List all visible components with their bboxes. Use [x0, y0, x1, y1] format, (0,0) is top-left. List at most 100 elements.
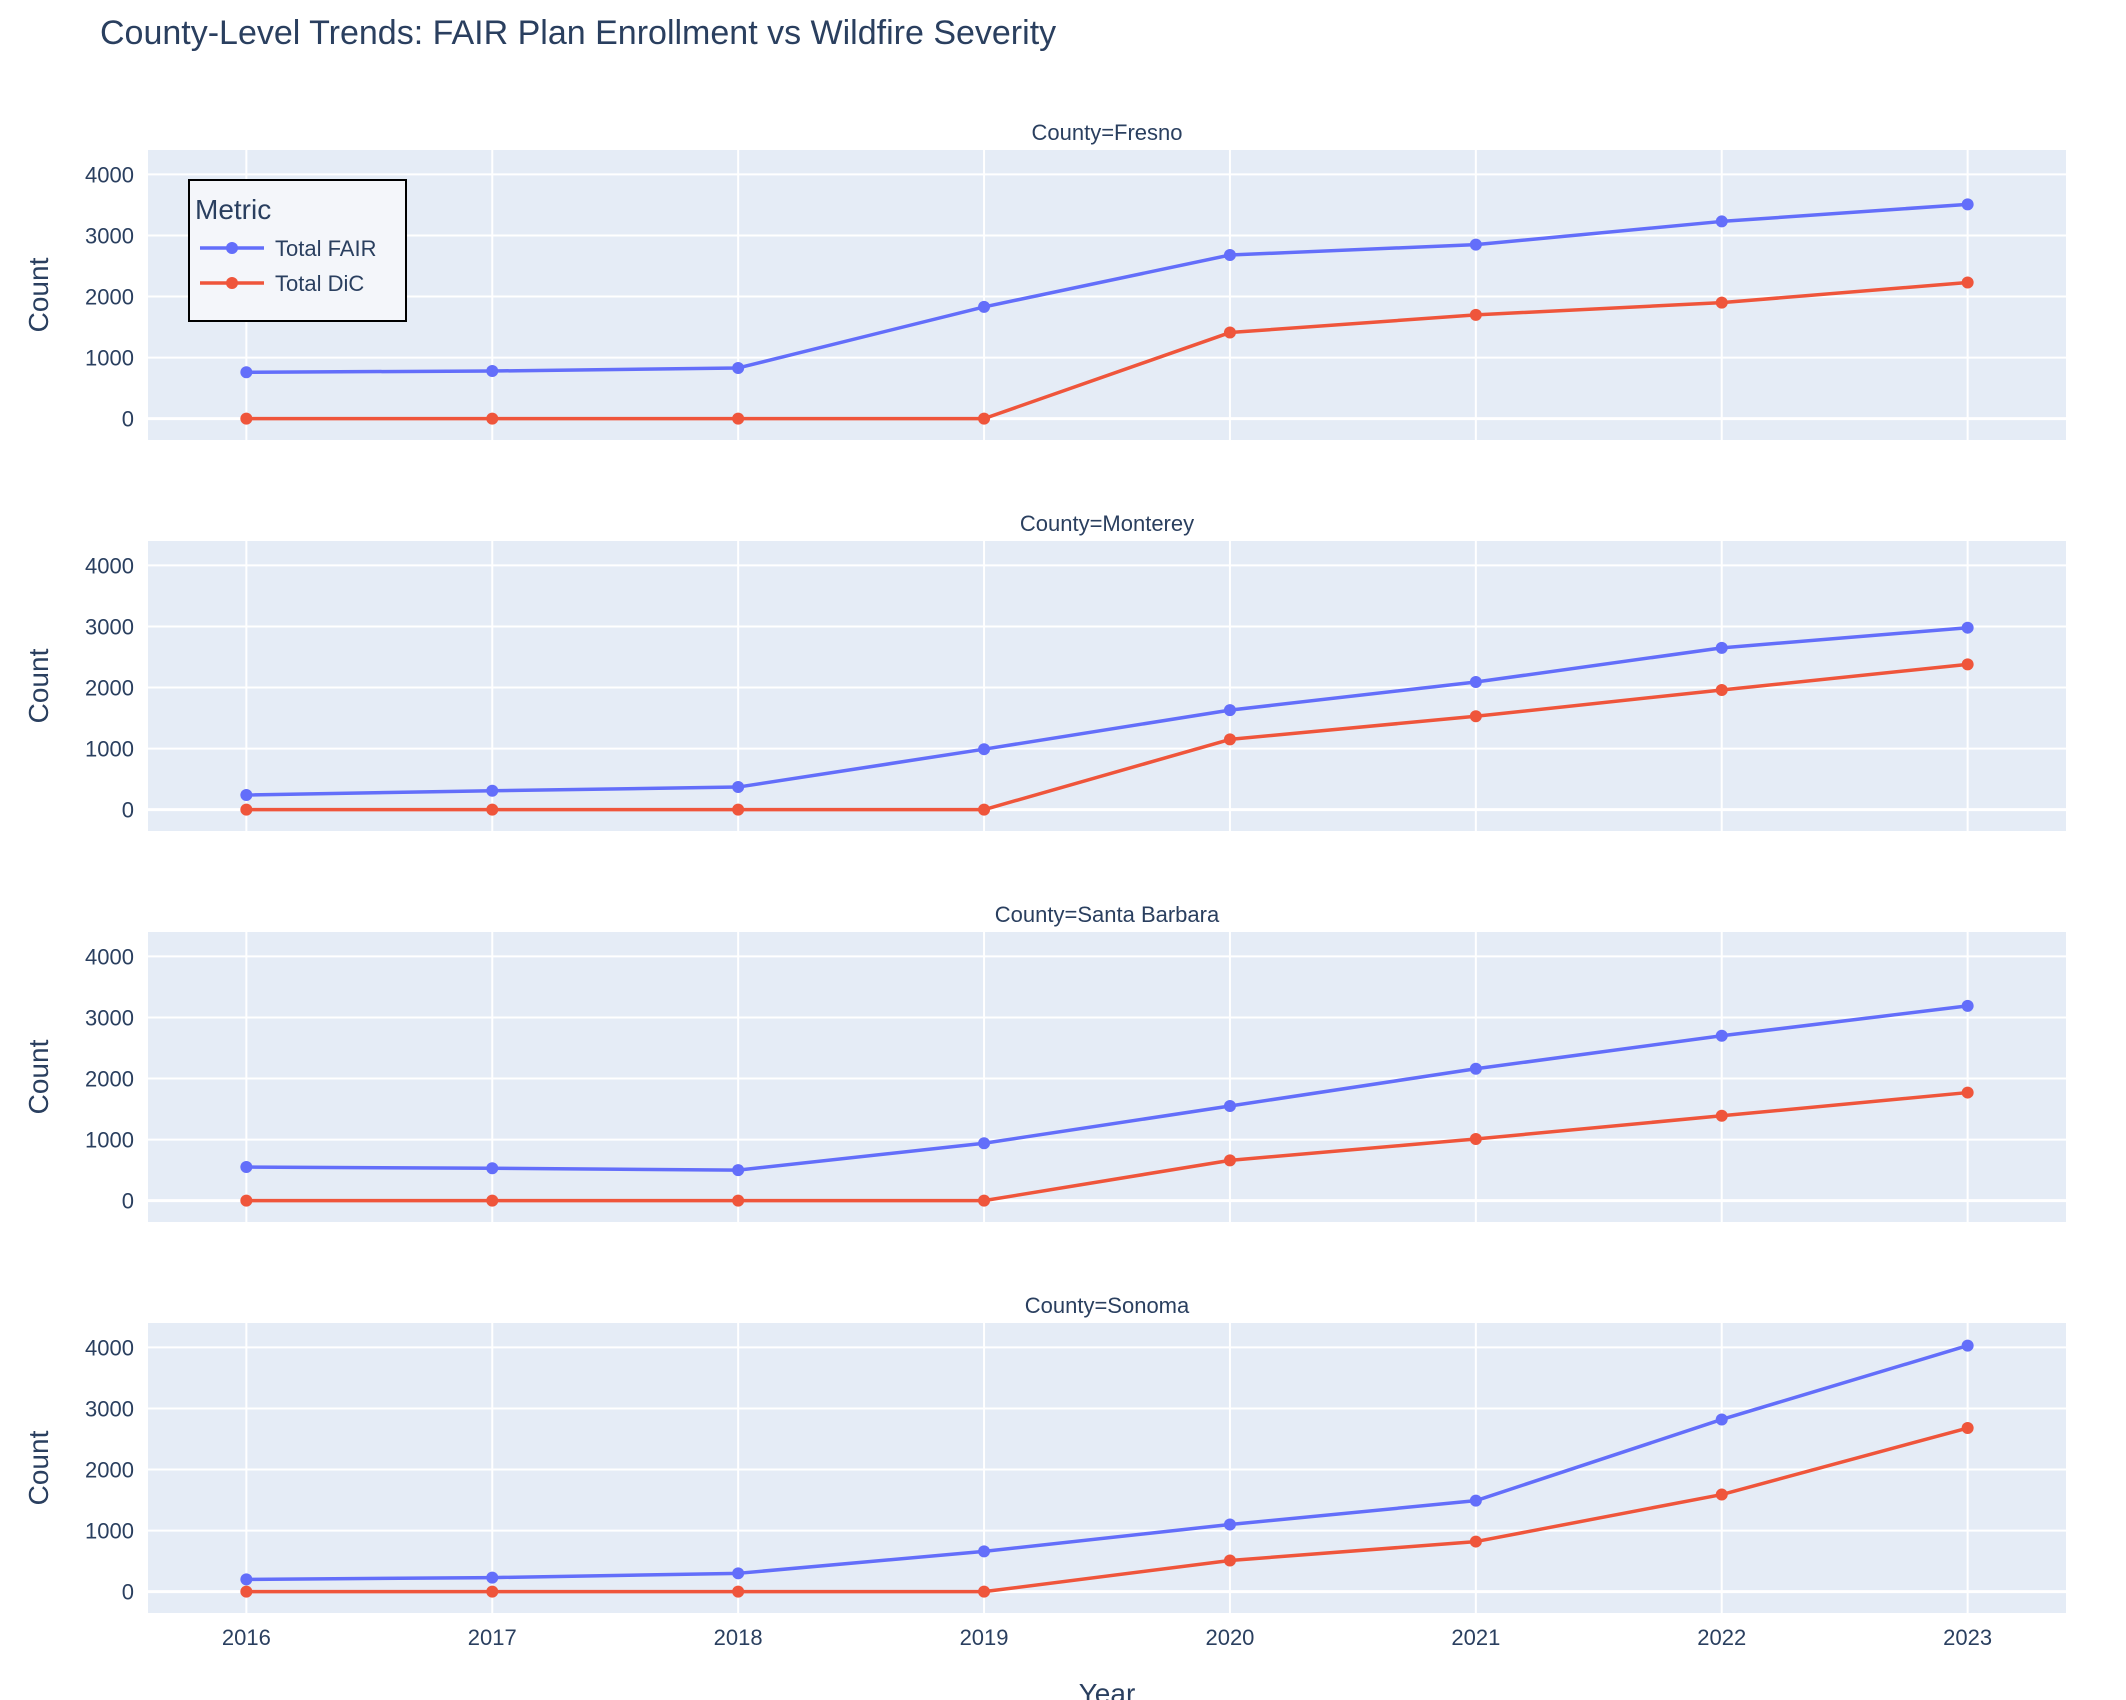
data-point-total-dic [486, 1585, 499, 1598]
x-tick-label: 2023 [1943, 1625, 1992, 1650]
panel-title: County=Fresno [1031, 120, 1182, 145]
data-point-total-dic [1223, 1154, 1236, 1167]
data-point-total-dic [1469, 710, 1482, 723]
panel-santa-barbara: 0 1000 2000 3000 4000 County=Santa Barbara Cou… [23, 902, 2066, 1222]
data-point-total-fair [1469, 676, 1482, 689]
y-tick-label: 2000 [85, 1067, 134, 1092]
data-point-total-dic [1715, 1488, 1728, 1501]
data-point-total-fair [978, 1545, 991, 1558]
data-point-total-fair [240, 788, 253, 801]
y-tick-label: 1000 [85, 346, 134, 371]
series-line-total-dic [246, 1426, 1969, 1594]
panel-title: County=Monterey [1020, 511, 1194, 536]
data-point-total-fair [240, 366, 253, 379]
data-point-total-fair [486, 784, 499, 797]
data-point-total-fair [1961, 198, 1974, 211]
y-tick-label: 0 [122, 407, 134, 432]
panel-sonoma: 0 1000 2000 3000 4000 County=Sonoma Count [23, 1293, 2066, 1613]
y-tick-label: 4000 [85, 553, 134, 578]
y-tick-label: 3000 [85, 1396, 134, 1421]
y-tick-label: 3000 [85, 1005, 134, 1030]
legend-box [188, 179, 407, 322]
y-tick-label: 2000 [85, 285, 134, 310]
legend-label: Total FAIR [275, 236, 376, 261]
legend-item-total-fair[interactable]: Total FAIR [200, 236, 376, 261]
chart-title: County-Level Trends: FAIR Plan Enrollmen… [100, 14, 1057, 52]
data-point-total-fair [1223, 704, 1236, 717]
legend-marker [226, 242, 238, 254]
panel-title: County=Santa Barbara [995, 902, 1220, 927]
data-point-total-dic [1715, 1109, 1728, 1122]
data-point-total-fair [732, 1567, 745, 1580]
y-tick-label: 1000 [85, 737, 134, 762]
y-axis-title: Count [23, 648, 54, 723]
y-tick-label: 2000 [85, 676, 134, 701]
legend-label: Total DiC [275, 271, 364, 296]
data-point-total-fair [240, 1573, 253, 1586]
data-point-total-fair [1223, 1518, 1236, 1531]
x-tick-label: 2018 [714, 1625, 763, 1650]
data-point-total-dic [1469, 308, 1482, 321]
data-point-total-dic [732, 803, 745, 816]
plot-background [148, 932, 2066, 1222]
x-axis-title: Year [1079, 1678, 1136, 1700]
plot-background [148, 1323, 2066, 1613]
y-tick-label: 1000 [85, 1128, 134, 1153]
data-point-total-dic [1961, 276, 1974, 289]
data-point-total-fair [1223, 1100, 1236, 1112]
data-point-total-fair [978, 1137, 991, 1150]
panel-title: County=Sonoma [1025, 1293, 1190, 1318]
data-point-total-dic [1469, 1535, 1482, 1548]
data-point-total-fair [732, 1164, 745, 1177]
data-point-total-dic [732, 1194, 745, 1207]
legend-marker [226, 277, 238, 289]
data-point-total-dic [978, 1194, 991, 1207]
data-point-total-dic [240, 1194, 253, 1207]
data-point-total-dic [486, 412, 499, 425]
data-point-total-dic [486, 1194, 499, 1207]
data-point-total-dic [1715, 296, 1728, 309]
series-line-total-dic [246, 662, 1968, 812]
y-axis-title: Count [23, 1430, 54, 1505]
data-point-total-fair [1715, 641, 1728, 654]
data-point-total-dic [978, 1585, 991, 1598]
data-point-total-dic [240, 1585, 253, 1598]
y-tick-label: 0 [122, 798, 134, 823]
x-tick-label: 2016 [222, 1625, 271, 1650]
series-line-total-fair [246, 202, 1968, 374]
panel-fresno: 0 1000 2000 3000 4000 County=Fresno Count [23, 120, 2066, 440]
y-tick-label: 4000 [85, 1335, 134, 1360]
panel-monterey: 0 1000 2000 3000 4000 County=Monterey Count [23, 511, 2066, 831]
data-point-total-fair [1469, 1062, 1482, 1075]
y-tick-label: 0 [122, 1580, 134, 1605]
y-tick-label: 4000 [85, 162, 134, 187]
data-point-total-dic [1223, 1554, 1236, 1567]
data-point-total-fair [240, 1161, 253, 1174]
series-line-total-fair [246, 625, 1968, 797]
x-tick-label: 2019 [960, 1625, 1009, 1650]
data-point-total-fair [978, 743, 991, 756]
y-tick-label: 2000 [85, 1458, 134, 1483]
x-tick-label: 2021 [1451, 1625, 1500, 1650]
data-point-total-dic [1961, 658, 1974, 671]
x-tick-label: 2020 [1205, 1625, 1254, 1650]
series-line-total-dic [246, 1090, 1968, 1203]
data-point-total-fair [1715, 1413, 1728, 1426]
data-point-total-fair [486, 1571, 499, 1584]
data-point-total-fair [486, 365, 499, 378]
legend-item-total-dic[interactable]: Total DiC [200, 271, 364, 296]
data-point-total-fair [1715, 1029, 1728, 1042]
x-tick-label: 2022 [1697, 1625, 1746, 1650]
y-tick-label: 1000 [85, 1519, 134, 1544]
data-point-total-fair [1469, 1494, 1482, 1507]
data-point-total-dic [732, 412, 745, 425]
data-point-total-dic [240, 412, 253, 425]
data-point-total-fair [978, 300, 991, 313]
data-point-total-dic [1715, 683, 1728, 696]
data-point-total-fair [1469, 238, 1482, 251]
data-point-total-fair [1961, 1339, 1974, 1352]
data-point-total-dic [1223, 733, 1236, 746]
plot-background [148, 150, 2066, 440]
